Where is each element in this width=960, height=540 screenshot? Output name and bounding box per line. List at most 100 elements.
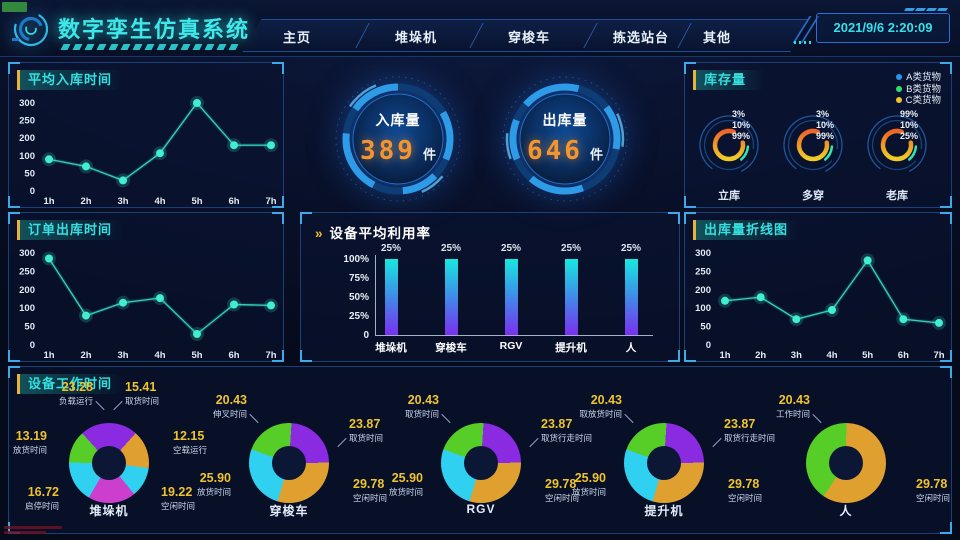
y-tick-label: 100 (19, 303, 35, 314)
slice-name: 取货行走时间 (541, 433, 593, 443)
slice-value: 23.87 (541, 417, 573, 431)
y-tick-label: 100 (19, 151, 35, 162)
header-tick-decor (904, 8, 915, 11)
utilization-bar-chart: 0 25% 50% 75% 100% 25% 堆垛机 25% 穿梭车 25% RGV 25% 提升机 25… (301, 213, 679, 361)
worktime-donut: 20.43 取货时间 23.87 取货行走时间 29.78 空闲时间 25.90 放货时间 RG… (386, 388, 592, 534)
x-tick-label: 5h (191, 350, 202, 361)
slice-callout: 23.87 取货行走时间 (541, 417, 592, 444)
bar-category-label: 提升机 (555, 342, 587, 354)
mid-ring (871, 119, 923, 171)
slice-callout: 29.78 空闲时间 (545, 477, 579, 504)
y-tick-label: 25% (348, 311, 369, 322)
y-tick-label: 0 (706, 340, 711, 351)
x-tick-label: 7h (265, 196, 276, 207)
legend-label: B类货物 (906, 83, 941, 95)
slice-value: 23.28 (61, 380, 93, 394)
y-tick-label: 100 (695, 303, 711, 314)
value-arc (712, 128, 746, 162)
slice-callout: 19.22 空闲时间 (161, 485, 195, 512)
slice-value: 16.72 (27, 485, 59, 499)
callout-leader-line (337, 437, 347, 448)
worktime-donut: 20.43 取放货时间 23.87 取货行走时间 29.78 空闲时间 25.90 放货时间提… (569, 388, 775, 534)
slice-value: 23.87 (349, 417, 381, 431)
legend-item[interactable]: C类货物 (895, 95, 941, 106)
slice-callout: 20.43 伸叉时间 (213, 393, 247, 420)
slice-callout: 29.78 空闲时间 (353, 477, 387, 504)
x-tick-label: 4h (826, 350, 837, 361)
donut-pie (69, 423, 149, 503)
donut-category-label: RGV (466, 502, 496, 516)
legend-item[interactable]: B类货物 (896, 84, 941, 95)
data-point (267, 301, 275, 310)
callout-leader-line (624, 413, 634, 424)
x-tick-label: 6h (228, 196, 239, 207)
inbound-gauge-unit: 件 (422, 147, 436, 162)
x-tick-label: 3h (117, 350, 128, 361)
slice-callout: 23.28 负载运行 (59, 380, 93, 407)
slice-callout: 13.19 放货时间 (13, 429, 47, 456)
panel-inventory: 库存量 A类货物 B类货物 C类货物 3% 10% 99% 立库 3% 10% 99% 多穿 99% 1… (684, 62, 952, 208)
order-outbound-line-chart: 0 50 100 200 250 300 1h 2h 3h 4h 5h 6h 7h (19, 248, 278, 361)
slice-value: 20.43 (215, 393, 247, 407)
data-point (45, 254, 53, 263)
slice-callout: 16.72 启停时间 (25, 485, 59, 512)
worktime-donut-charts: 23.28 负载运行 15.41 取货时间 12.15 空载运行 19.22 空闲时间 16.7… (9, 367, 951, 533)
watermark-decor (4, 531, 46, 534)
worktime-donut: 20.43 伸叉时间 23.87 取货时间 29.78 空闲时间 25.90 放货时间 穿梭车 (194, 388, 387, 534)
nav-item-home[interactable]: 主页 (283, 30, 312, 45)
bar-value-label: 25% (440, 243, 461, 254)
inbound-gauge: 入库量 389 件 (333, 74, 463, 204)
utilization-bar (624, 259, 638, 335)
legend-dot-icon (895, 97, 902, 103)
y-tick-label: 250 (695, 266, 711, 277)
panel-title: 订单出库时间 (17, 220, 143, 240)
y-tick-label: 200 (19, 285, 35, 296)
ring-percent-label: 10% (900, 120, 919, 130)
donut-pie (249, 423, 329, 503)
data-point (119, 176, 127, 185)
legend-item[interactable]: A类货物 (896, 72, 941, 83)
outbound-gauge-value: 646 (527, 136, 583, 166)
y-tick-label: 0 (363, 330, 369, 341)
data-point (156, 294, 164, 303)
donut-category-label: 穿梭车 (269, 504, 309, 518)
panel-title: 出库量折线图 (693, 220, 819, 240)
callout-leader-line (441, 413, 451, 424)
data-point (935, 318, 943, 327)
inbound-gauge-ring-icon (335, 76, 461, 202)
slice-callout: 25.90 放货时间 (572, 471, 606, 498)
x-tick-label: 5h (862, 350, 873, 361)
slice-callout: 15.41 取货时间 (125, 380, 159, 407)
panel-avg-inbound-time: 平均入库时间 0 50 100 200 250 300 1h 2h 3h 4h 5h 6h 7h (8, 62, 284, 208)
callout-leader-line (812, 413, 822, 424)
outbound-gauge-ring-icon (502, 76, 628, 202)
utilization-bar (384, 259, 398, 335)
teal-arc (823, 145, 834, 161)
header: 数字孪生仿真系统 主页 堆垛机 穿梭车 拣选站台 其他 2021/9/6 2:2… (0, 0, 960, 57)
donut-category-label: 人 (839, 504, 853, 518)
worktime-donut: 23.28 负载运行 15.41 取货时间 12.15 空载运行 19.22 空闲时间 16.7… (13, 380, 207, 534)
y-tick-label: 50 (24, 168, 35, 179)
slice-name: 放货时间 (12, 445, 47, 455)
slice-callout: 23.87 取货时间 (349, 417, 383, 444)
slice-name: 空闲时间 (545, 493, 580, 503)
nav-item-shuttle[interactable]: 穿梭车 (508, 30, 551, 45)
slice-name: 取货时间 (404, 409, 439, 419)
outbound-gauge-unit: 件 (589, 147, 603, 162)
x-tick-label: 3h (117, 196, 128, 207)
ring-percent-label: 25% (900, 131, 919, 141)
ring-percent-label: 99% (816, 131, 835, 141)
nav-item-other[interactable]: 其他 (703, 30, 732, 45)
ring-percent-label: 10% (816, 120, 835, 130)
slice-value: 25.90 (391, 471, 423, 485)
nav-item-picking-station[interactable]: 拣选站台 (613, 30, 670, 45)
title-dash-decor (60, 44, 242, 50)
panel-equipment-worktime: 设备工作时间 23.28 负载运行 15.41 取货时间 12.15 空载运行 19.22 空… (8, 366, 952, 534)
nav-item-stacker[interactable]: 堆垛机 (395, 30, 438, 45)
donut-pie (624, 423, 704, 503)
header-tick-decor (937, 8, 948, 11)
watermark-decor (4, 526, 62, 529)
ring-percent-label: 3% (816, 109, 830, 119)
recorder-overlay-badge (2, 2, 27, 12)
x-tick-label: 2h (755, 350, 766, 361)
